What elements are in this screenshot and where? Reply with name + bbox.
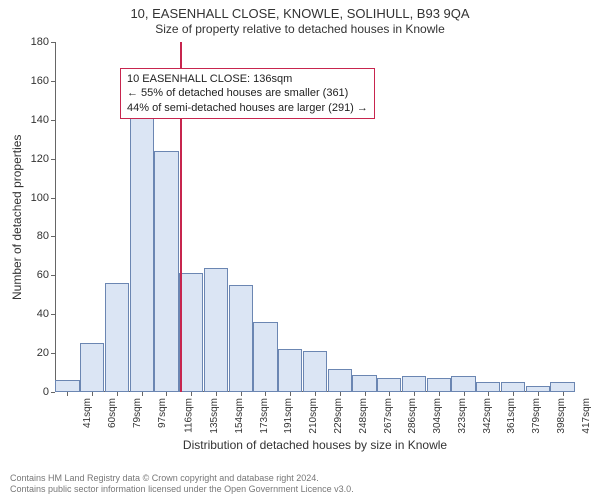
x-tick-label: 304sqm xyxy=(432,398,443,434)
plot-area: 02040608010012014016018041sqm60sqm79sqm9… xyxy=(55,42,575,392)
x-tick-mark xyxy=(488,392,489,396)
x-tick-label: 135sqm xyxy=(209,398,220,434)
bar xyxy=(179,273,203,392)
x-tick-label: 116sqm xyxy=(184,398,195,433)
x-tick-mark xyxy=(538,392,539,396)
x-tick-mark xyxy=(340,392,341,396)
x-tick-label: 342sqm xyxy=(481,398,492,434)
x-tick-mark xyxy=(216,392,217,396)
x-tick-label: 173sqm xyxy=(258,398,269,434)
x-tick-mark xyxy=(513,392,514,396)
annotation-line: ← 55% of detached houses are smaller (36… xyxy=(127,86,368,100)
x-tick-mark xyxy=(365,392,366,396)
y-tick-label: 0 xyxy=(43,386,55,398)
x-tick-label: 379sqm xyxy=(531,398,542,434)
chart-title: 10, EASENHALL CLOSE, KNOWLE, SOLIHULL, B… xyxy=(0,6,600,21)
chart-container: 10, EASENHALL CLOSE, KNOWLE, SOLIHULL, B… xyxy=(0,0,600,500)
bar xyxy=(253,322,277,392)
x-tick-mark xyxy=(414,392,415,396)
x-tick-label: 210sqm xyxy=(308,398,319,434)
x-tick-mark xyxy=(389,392,390,396)
x-tick-label: 417sqm xyxy=(580,398,591,434)
x-axis-label: Distribution of detached houses by size … xyxy=(55,438,575,452)
x-tick-label: 191sqm xyxy=(283,398,294,434)
x-tick-label: 398sqm xyxy=(556,398,567,434)
y-tick-label: 140 xyxy=(31,114,55,126)
x-tick-label: 229sqm xyxy=(333,398,344,434)
bar xyxy=(229,285,253,392)
x-tick-mark xyxy=(439,392,440,396)
footnote: Contains HM Land Registry data © Crown c… xyxy=(10,473,590,494)
footnote-line-1: Contains HM Land Registry data © Crown c… xyxy=(10,473,590,483)
x-tick-mark xyxy=(563,392,564,396)
bar xyxy=(501,382,525,392)
y-tick-label: 80 xyxy=(37,230,55,242)
bar xyxy=(451,376,475,392)
bar xyxy=(80,343,104,392)
x-tick-mark xyxy=(315,392,316,396)
x-tick-label: 79sqm xyxy=(132,398,143,428)
x-tick-mark xyxy=(117,392,118,396)
chart-subtitle: Size of property relative to detached ho… xyxy=(0,22,600,36)
bar xyxy=(377,378,401,392)
x-tick-mark xyxy=(241,392,242,396)
bar xyxy=(55,380,79,392)
x-tick-label: 267sqm xyxy=(382,398,393,434)
x-tick-label: 286sqm xyxy=(407,398,418,434)
x-tick-label: 248sqm xyxy=(358,398,369,434)
bar xyxy=(278,349,302,392)
bar xyxy=(204,268,228,392)
bar xyxy=(328,369,352,392)
annotation-line: 44% of semi-detached houses are larger (… xyxy=(127,101,368,115)
y-tick-label: 40 xyxy=(37,308,55,320)
y-tick-label: 120 xyxy=(31,153,55,165)
x-tick-label: 97sqm xyxy=(157,398,168,428)
bar xyxy=(130,104,154,392)
x-tick-label: 154sqm xyxy=(234,398,245,434)
x-tick-label: 41sqm xyxy=(82,398,93,428)
x-tick-label: 361sqm xyxy=(506,398,517,434)
bar xyxy=(303,351,327,392)
x-tick-mark xyxy=(92,392,93,396)
annotation-line: 10 EASENHALL CLOSE: 136sqm xyxy=(127,72,368,86)
bar xyxy=(402,376,426,392)
y-tick-label: 20 xyxy=(37,347,55,359)
x-tick-mark xyxy=(464,392,465,396)
plot-inner: 02040608010012014016018041sqm60sqm79sqm9… xyxy=(55,42,575,392)
x-tick-mark xyxy=(191,392,192,396)
annotation-box: 10 EASENHALL CLOSE: 136sqm← 55% of detac… xyxy=(120,68,375,119)
y-tick-label: 160 xyxy=(31,75,55,87)
y-tick-label: 180 xyxy=(31,36,55,48)
x-tick-mark xyxy=(166,392,167,396)
bar xyxy=(476,382,500,392)
x-tick-mark xyxy=(290,392,291,396)
x-tick-label: 323sqm xyxy=(457,398,468,434)
bar xyxy=(352,375,376,393)
y-tick-label: 100 xyxy=(31,192,55,204)
footnote-line-2: Contains public sector information licen… xyxy=(10,484,590,494)
x-tick-mark xyxy=(142,392,143,396)
bar xyxy=(427,378,451,392)
bar xyxy=(550,382,574,392)
y-axis-label: Number of detached properties xyxy=(10,42,24,392)
y-tick-label: 60 xyxy=(37,269,55,281)
x-tick-mark xyxy=(67,392,68,396)
bar xyxy=(105,283,129,392)
x-tick-label: 60sqm xyxy=(107,398,118,428)
y-axis-line xyxy=(55,42,56,392)
x-tick-mark xyxy=(265,392,266,396)
bar xyxy=(154,151,178,392)
